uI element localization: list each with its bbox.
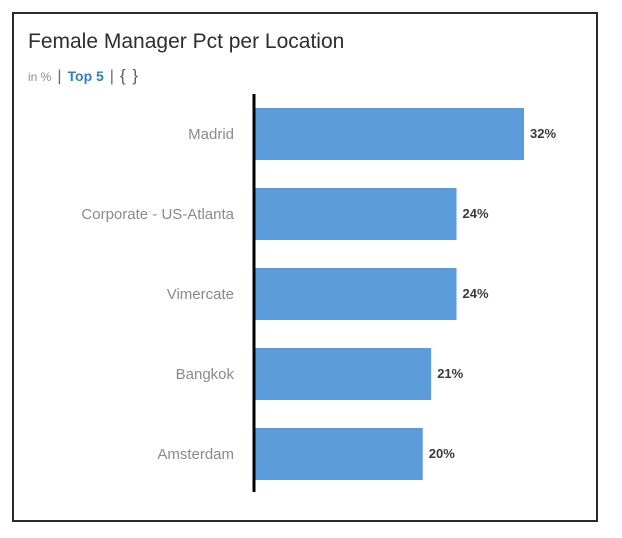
value-label: 32% <box>530 126 556 141</box>
chart-title: Female Manager Pct per Location <box>28 30 345 53</box>
bar-vimercate[interactable] <box>254 268 457 320</box>
value-label: 24% <box>463 286 489 301</box>
category-label: Corporate - US-Atlanta <box>81 206 234 223</box>
category-label: Amsterdam <box>157 446 234 463</box>
category-label: Madrid <box>188 126 234 143</box>
bar-corporate-us-atlanta[interactable] <box>254 188 457 240</box>
value-label: 20% <box>429 446 455 461</box>
top-n-filter-link[interactable]: Top 5 <box>67 68 104 84</box>
value-label: 21% <box>437 366 463 381</box>
category-label: Bangkok <box>176 366 235 383</box>
category-label: Vimercate <box>167 286 234 303</box>
unit-label: in % <box>28 70 52 84</box>
chart-subtitle: in % | Top 5 | { } <box>28 66 139 86</box>
separator: | <box>109 68 114 85</box>
curly-braces-icon[interactable]: { } <box>119 66 140 85</box>
value-label: 24% <box>463 206 489 221</box>
separator: | <box>57 68 62 85</box>
bar-madrid[interactable] <box>254 108 524 160</box>
bar-amsterdam[interactable] <box>254 428 423 480</box>
bar-bangkok[interactable] <box>254 348 432 400</box>
